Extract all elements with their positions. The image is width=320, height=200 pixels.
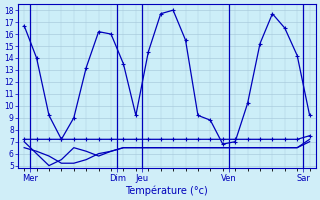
X-axis label: Température (°c): Température (°c) <box>125 185 208 196</box>
